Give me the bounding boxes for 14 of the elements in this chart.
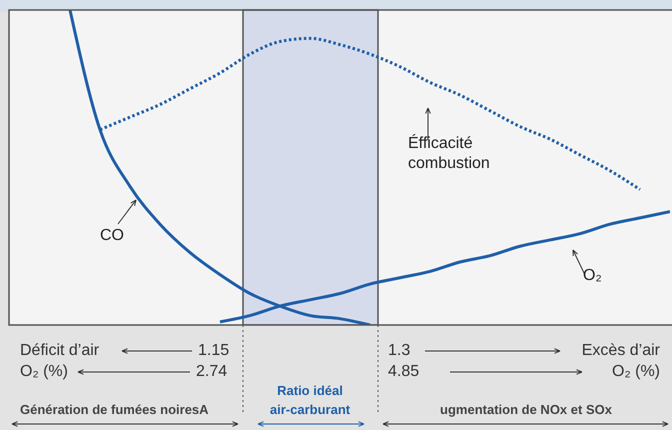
text: 1.15 — [198, 341, 230, 360]
text: 4.85 — [388, 362, 420, 381]
text: O₂ (%) — [20, 362, 68, 381]
text: Déficit d’air — [20, 341, 100, 360]
text: O₂ — [583, 267, 602, 284]
series-label: CO — [100, 227, 124, 244]
text: 1.3 — [388, 341, 410, 360]
text: O₂ (%) — [612, 362, 660, 381]
text: 2.74 — [196, 362, 228, 381]
text: Génération de fumées noiresA — [20, 401, 209, 419]
text: Excès d’air — [582, 341, 660, 360]
text: ugmentation de NOx et SOx — [440, 401, 612, 419]
series-label: Éfficacité combustion — [408, 134, 490, 172]
text: Ratio idéal air-carburant — [270, 382, 350, 419]
